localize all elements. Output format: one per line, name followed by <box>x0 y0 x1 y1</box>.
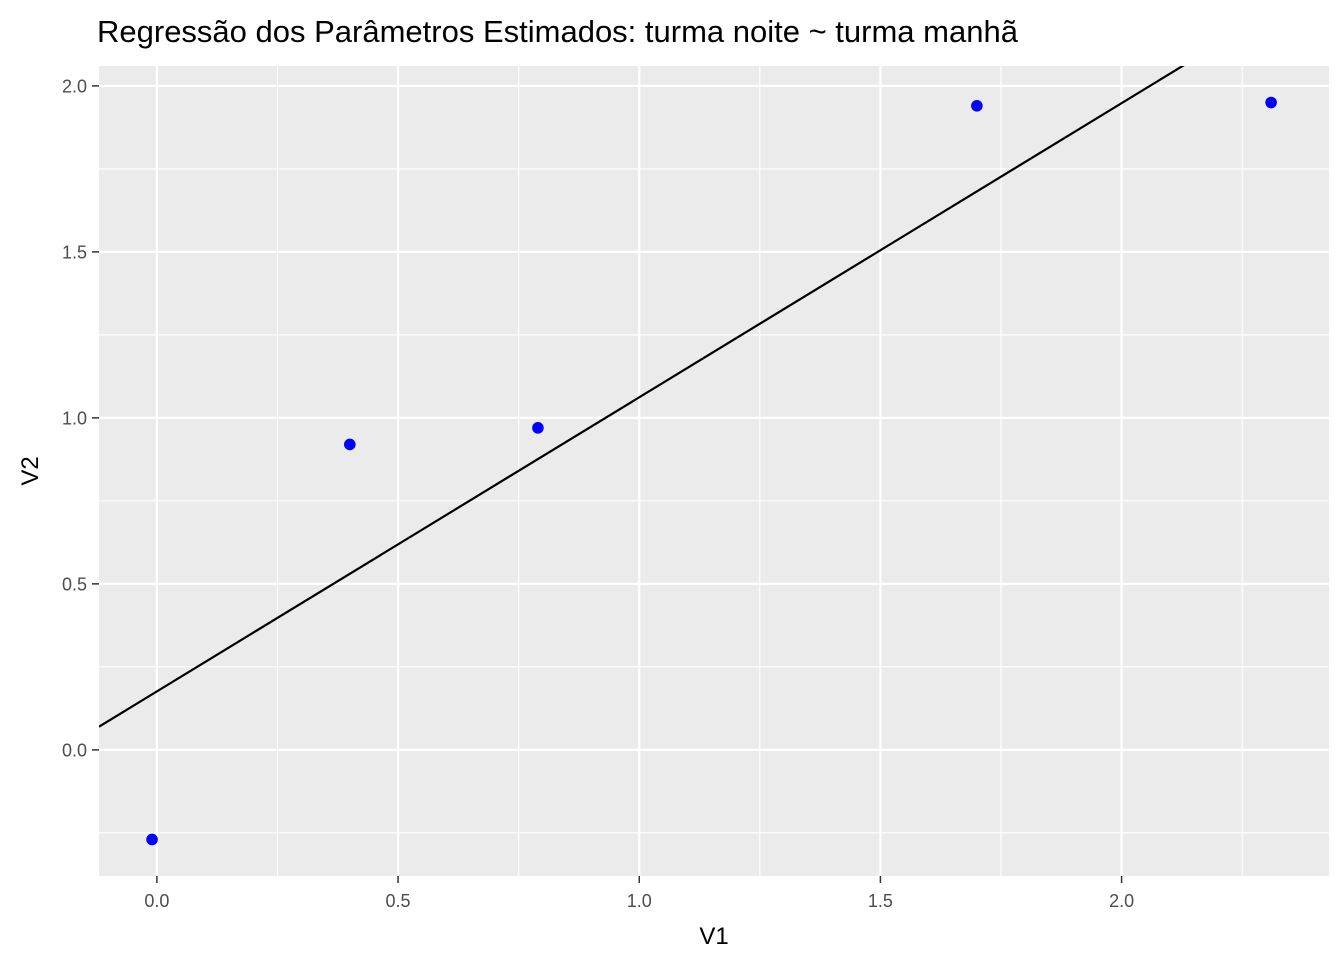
chart-title: Regressão dos Parâmetros Estimados: turm… <box>97 14 1019 49</box>
x-tick-label: 1.0 <box>627 891 652 911</box>
data-point <box>971 100 983 112</box>
data-point <box>146 833 158 846</box>
data-point <box>1265 96 1277 109</box>
y-tick-label: 0.0 <box>62 740 87 760</box>
plot-panel <box>99 66 1329 876</box>
x-tick-label: 2.0 <box>1109 891 1134 911</box>
x-tick-label: 0.5 <box>386 891 411 911</box>
grid-major <box>99 66 1329 876</box>
x-tick-label: 1.5 <box>868 891 893 911</box>
y-axis: 0.0 0.5 1.0 1.5 2.0 <box>62 76 99 760</box>
data-point <box>344 438 356 451</box>
regression-layer <box>99 66 1185 728</box>
points-layer <box>146 96 1277 846</box>
y-tick-label: 1.5 <box>62 242 87 262</box>
x-tick-label: 0.0 <box>144 891 169 911</box>
y-tick-label: 0.5 <box>62 574 87 594</box>
regression-line <box>99 66 1185 728</box>
x-axis: 0.0 0.5 1.0 1.5 2.0 <box>144 876 1134 911</box>
data-point <box>532 422 544 434</box>
grid-minor <box>99 66 1329 876</box>
y-tick-label: 2.0 <box>62 76 87 96</box>
x-axis-title: V1 <box>699 923 728 950</box>
y-axis-title: V2 <box>17 456 44 485</box>
y-tick-label: 1.0 <box>62 408 87 428</box>
